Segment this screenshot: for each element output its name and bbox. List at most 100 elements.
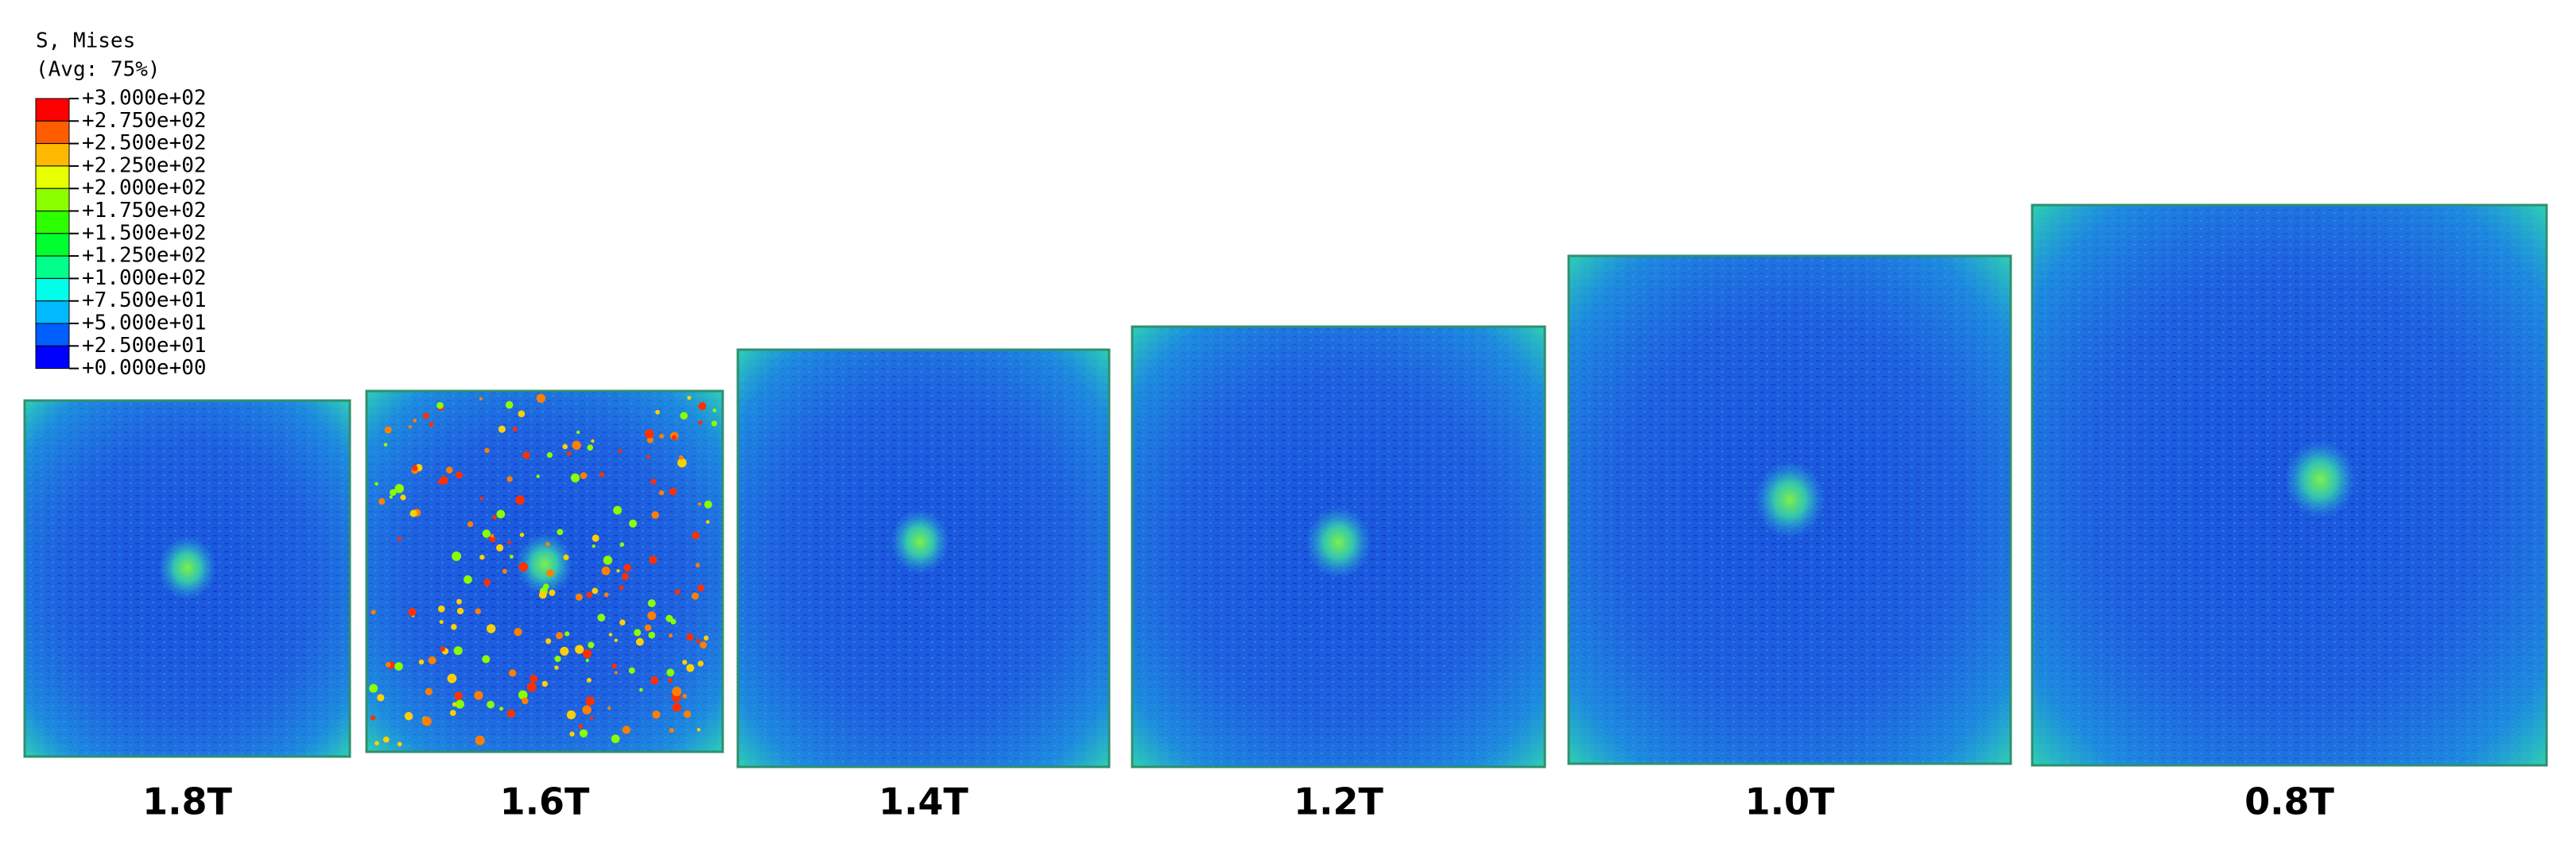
stress-spot <box>479 496 484 501</box>
stress-spot <box>682 660 688 665</box>
stress-spot <box>674 589 681 595</box>
stress-spot <box>408 608 417 617</box>
stress-spot <box>695 563 700 567</box>
stress-spot <box>413 418 417 423</box>
stress-spot <box>536 393 546 403</box>
stress-spot <box>475 608 481 614</box>
stress-spot <box>456 607 464 615</box>
contour-plot <box>1131 325 1546 769</box>
stress-spot <box>591 439 595 443</box>
legend-band <box>35 120 70 145</box>
stress-spot <box>686 633 694 641</box>
stress-spot <box>464 575 472 584</box>
stress-spot <box>669 633 673 638</box>
legend-label: +2.500e+02 <box>82 131 207 155</box>
stress-spot <box>669 727 674 734</box>
stress-hotspot <box>1754 460 1825 539</box>
legend-band <box>35 345 70 370</box>
stress-spot <box>680 412 688 420</box>
panel-label: 1.0T <box>1745 780 1835 823</box>
stress-spot <box>592 534 599 542</box>
stress-spot <box>696 727 701 732</box>
stress-spot <box>705 520 710 525</box>
stress-spot <box>507 540 511 544</box>
stress-spot <box>421 716 432 726</box>
stress-spot <box>467 521 474 528</box>
stress-spot <box>622 726 630 734</box>
stress-spot <box>518 562 529 572</box>
stress-spot <box>575 593 583 601</box>
legend-band <box>35 143 70 167</box>
stress-spot <box>613 505 623 515</box>
stress-spot <box>397 536 402 541</box>
stress-spot <box>651 511 659 519</box>
stress-spot <box>575 645 584 654</box>
stress-spot <box>587 444 594 451</box>
stress-spot <box>566 451 572 456</box>
stress-spot <box>698 401 707 411</box>
stress-spot <box>672 703 681 712</box>
stress-spot <box>502 568 507 574</box>
stress-spot <box>592 587 599 594</box>
stress-spot <box>611 734 620 744</box>
stress-spot <box>697 660 704 667</box>
stress-spot <box>455 471 463 479</box>
stress-spot <box>650 676 659 685</box>
stress-spot <box>549 589 556 596</box>
plot-border <box>2031 203 2548 767</box>
stress-spot <box>530 675 538 683</box>
stress-spot <box>536 474 540 478</box>
legend-band <box>35 98 70 122</box>
stress-spot <box>658 490 665 496</box>
stress-spot <box>562 443 568 450</box>
stress-spot <box>518 410 526 417</box>
stress-spot <box>489 536 496 543</box>
legend-label: +3.000e+02 <box>82 87 207 110</box>
stress-spot <box>623 563 631 572</box>
stress-spot <box>514 628 522 637</box>
contour-plot <box>365 389 724 753</box>
stress-spot <box>603 556 613 565</box>
stress-spot <box>586 678 592 683</box>
stress-spot <box>563 554 569 560</box>
contour-plot <box>2031 203 2548 767</box>
stress-spot <box>422 412 429 420</box>
stress-spot <box>592 544 596 548</box>
stress-spot <box>608 633 613 637</box>
stress-spot <box>541 680 549 687</box>
stress-spot <box>590 716 594 720</box>
legend-label: +1.750e+02 <box>82 199 207 223</box>
stress-spot <box>522 451 530 459</box>
stress-spot <box>370 610 376 615</box>
stress-spot <box>670 618 677 625</box>
stress-spot <box>377 694 385 702</box>
legend-label: +2.750e+02 <box>82 109 207 133</box>
legend-title: S, Mises <box>36 29 135 53</box>
stress-spot <box>704 500 712 509</box>
stress-spot <box>509 669 517 677</box>
contour-plot <box>23 399 351 758</box>
legend-band <box>35 233 70 257</box>
stress-spot <box>601 566 611 575</box>
stress-spot <box>451 624 457 630</box>
stress-spot <box>652 710 661 719</box>
stress-spot <box>666 668 675 677</box>
stress-spot <box>378 497 386 505</box>
stress-spot <box>374 482 378 486</box>
stress-spot <box>490 533 495 538</box>
stress-spot <box>374 741 379 745</box>
stress-spot <box>564 631 570 637</box>
stress-spot <box>614 671 618 675</box>
legend-band <box>35 255 70 279</box>
stress-spot <box>555 632 564 640</box>
stress-spot <box>607 706 611 710</box>
stress-spot <box>437 478 444 485</box>
stress-spot <box>518 690 528 700</box>
legend-label: +1.000e+02 <box>82 266 207 290</box>
stress-spot <box>496 544 504 552</box>
stress-spot <box>629 519 638 528</box>
legend-label: +1.250e+02 <box>82 244 207 268</box>
stress-spot <box>418 659 425 665</box>
stress-spot <box>644 429 654 439</box>
stress-spot <box>711 420 717 427</box>
